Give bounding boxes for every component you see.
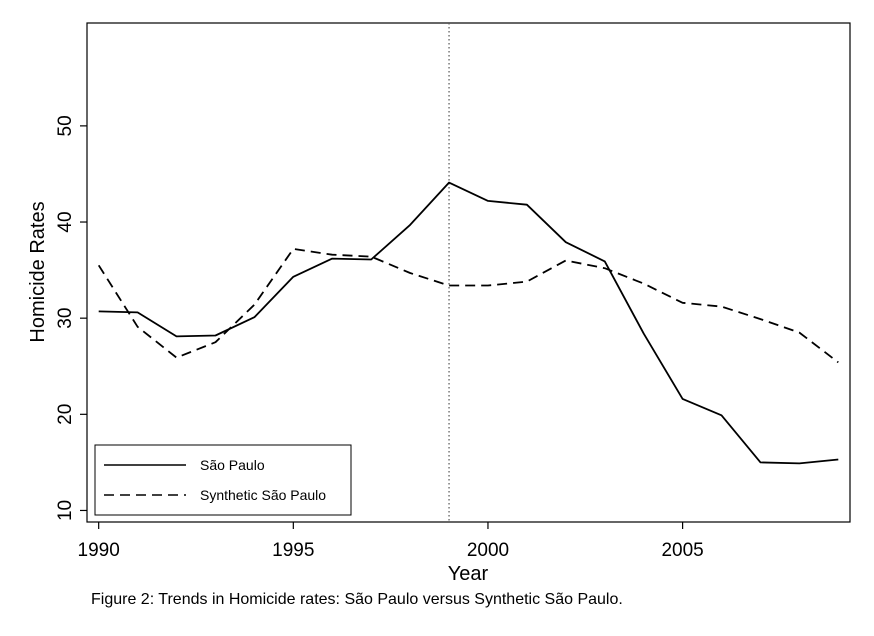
series-layer <box>97 181 839 465</box>
legend-label-sao-paulo: São Paulo <box>200 457 265 473</box>
series-line-sao-paulo <box>98 181 839 465</box>
x-tick-label: 1995 <box>272 540 314 561</box>
legend: São Paulo Synthetic São Paulo <box>94 444 352 516</box>
y-axis-title: Homicide Rates <box>27 201 49 342</box>
series-line-synthetic-sao-paulo <box>97 247 839 364</box>
y-tick-label: 40 <box>55 211 76 232</box>
x-tick-label: 1990 <box>78 540 120 561</box>
plot-frame <box>86 22 851 523</box>
y-tick-label: 30 <box>55 308 76 329</box>
y-tick-label: 10 <box>55 500 76 521</box>
axis-ticks: 1990 1995 2000 2005 10 20 30 40 50 <box>55 115 704 561</box>
x-tick-label: 2000 <box>467 540 509 561</box>
legend-label-synthetic-sao-paulo: Synthetic São Paulo <box>200 487 326 503</box>
y-tick-label: 50 <box>55 115 76 136</box>
x-axis-title: Year <box>448 563 489 585</box>
x-tick-label: 2005 <box>661 540 703 561</box>
y-tick-label: 20 <box>55 404 76 425</box>
figure-caption: Figure 2: Trends in Homicide rates: São … <box>91 591 623 608</box>
legend-box <box>94 444 352 516</box>
